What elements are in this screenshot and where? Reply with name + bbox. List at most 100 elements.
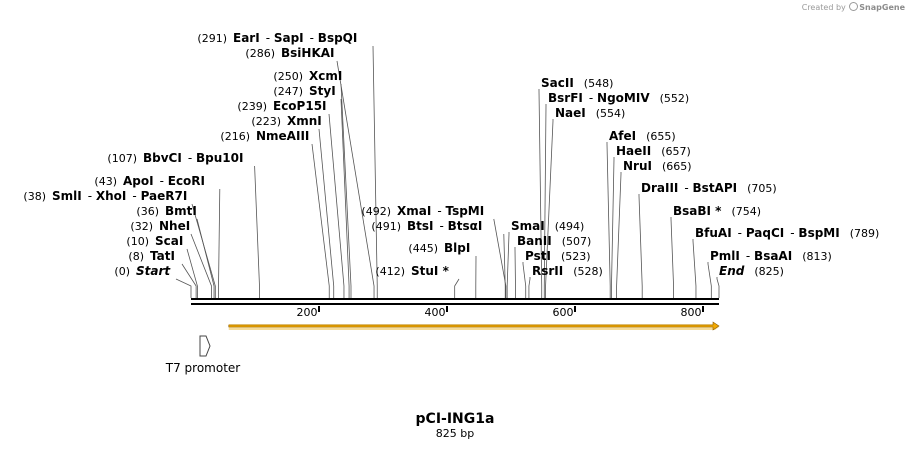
site-position: (655): [646, 130, 676, 143]
feature-label: T7 promoter: [165, 361, 241, 375]
enzyme-name: SmaI: [511, 219, 545, 233]
enzyme-label: BsaBI * (754): [673, 204, 761, 218]
enzyme-label: AfeI (655): [609, 129, 676, 143]
enzyme-name: HaeII: [616, 144, 651, 158]
enzyme-name: StyI: [309, 84, 336, 98]
name-separator: -: [790, 226, 798, 240]
promoter-arrow-icon[interactable]: [199, 335, 211, 357]
enzyme-label: (412) StuI *: [375, 264, 449, 278]
leader-line: [506, 232, 510, 298]
enzyme-label: (43) ApoI - EcoRI: [94, 174, 205, 188]
enzyme-label: (250) XcmI: [273, 69, 342, 83]
site-position: (32): [130, 220, 153, 233]
site-position: (291): [197, 32, 227, 45]
leader-line: [454, 278, 460, 298]
plasmid-name: pCI-ING1a: [416, 411, 495, 427]
site-position: (216): [220, 130, 250, 143]
enzyme-label: (36) BmtI: [136, 204, 196, 218]
enzyme-label: SacII (548): [541, 76, 613, 90]
tick-label: 800: [681, 306, 702, 319]
site-position: (554): [596, 107, 626, 120]
enzyme-name: PaeR7I: [141, 189, 188, 203]
enzyme-name: TatI: [150, 249, 175, 263]
enzyme-name: SacII: [541, 76, 574, 90]
site-position: (491): [371, 220, 401, 233]
leader-line: [493, 218, 507, 298]
enzyme-label: (445) BlpI: [408, 241, 470, 255]
leader-line: [716, 277, 720, 298]
leader-line: [254, 165, 260, 298]
site-position: (494): [555, 220, 585, 233]
enzyme-name: PstI: [525, 249, 551, 263]
leader-line: [528, 277, 531, 298]
leader-line: [196, 218, 215, 298]
leader-line: [707, 262, 712, 298]
leader-line: [522, 262, 527, 298]
leader-line: [372, 45, 378, 298]
enzyme-name: NruI: [623, 159, 652, 173]
enzyme-name: BanII: [517, 234, 552, 248]
leader-line: [638, 194, 643, 298]
enzyme-label: DraIII - BstAPI (705): [641, 181, 777, 195]
site-position: (754): [731, 205, 761, 218]
site-position: (523): [561, 250, 591, 263]
leader-line: [670, 217, 674, 298]
name-separator: -: [437, 204, 445, 218]
enzyme-name: BstAPI: [693, 181, 738, 195]
enzyme-name: BsaAI: [754, 249, 792, 263]
enzyme-label: HaeII (657): [616, 144, 691, 158]
site-position: (665): [662, 160, 692, 173]
enzyme-name: NgoMIV: [597, 91, 650, 105]
enzyme-name: BsrFI: [548, 91, 583, 105]
site-position: (8): [128, 250, 144, 263]
enzyme-name: ApoI: [123, 174, 154, 188]
enzyme-name: NheI: [159, 219, 190, 233]
enzyme-name: End: [719, 264, 745, 278]
leader-line: [503, 233, 506, 298]
tick-label: 400: [425, 306, 446, 319]
site-position: (250): [273, 70, 303, 83]
site-position: (789): [850, 227, 880, 240]
enzyme-label: (291) EarI - SapI - BspQI: [197, 31, 357, 45]
leader-line: [191, 203, 216, 298]
enzyme-label: RsrII (528): [532, 264, 603, 278]
name-separator: -: [746, 249, 754, 263]
site-position: (528): [573, 265, 603, 278]
enzyme-label: (0) Start: [114, 264, 171, 278]
name-separator: -: [88, 189, 96, 203]
enzyme-labels: (291) EarI - SapI - BspQI(286) BsiHKAI(250) X…: [23, 31, 879, 278]
enzyme-label: (247) StyI: [273, 84, 335, 98]
site-position: (657): [661, 145, 691, 158]
credit-brand: SnapGene: [859, 3, 905, 12]
enzyme-label: End (825): [719, 264, 784, 278]
leader-line: [328, 113, 345, 298]
enzyme-label: SmaI (494): [511, 219, 584, 233]
enzyme-name: BlpI: [444, 241, 470, 255]
enzyme-label: PmlI - BsaAI (813): [710, 249, 832, 263]
leader-line: [340, 98, 350, 298]
leader-line: [538, 89, 543, 298]
enzyme-label: (216) NmeAIII: [220, 129, 309, 143]
credit-text: Created by: [801, 3, 846, 12]
name-separator: -: [310, 31, 318, 45]
enzyme-name: EcoRI: [168, 174, 205, 188]
enzyme-label: NruI (665): [623, 159, 692, 173]
site-position: (813): [802, 250, 832, 263]
enzyme-label: BsrFI - NgoMIV (552): [548, 91, 689, 105]
site-position: (38): [23, 190, 46, 203]
enzyme-label: (32) NheI: [130, 219, 190, 233]
site-position: (239): [237, 100, 267, 113]
enzyme-name: ScaI: [155, 234, 183, 248]
enzyme-name: NmeAIII: [256, 129, 309, 143]
site-position: (247): [273, 85, 303, 98]
enzyme-name: BmtI: [165, 204, 197, 218]
orf-arrow[interactable]: [228, 321, 720, 331]
leader-line: [186, 248, 198, 298]
leader-line: [692, 239, 697, 298]
name-separator: -: [684, 181, 692, 195]
enzyme-label: (492) XmaI - TspMI: [361, 204, 484, 218]
enzyme-name: TspMI: [445, 204, 484, 218]
enzyme-name: BsiHKAI: [281, 46, 335, 60]
name-separator: -: [160, 174, 168, 188]
enzyme-name: BbvCI: [143, 151, 182, 165]
